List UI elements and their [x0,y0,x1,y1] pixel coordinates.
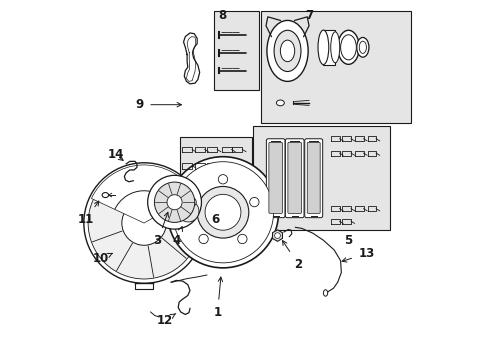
FancyBboxPatch shape [268,142,282,213]
FancyBboxPatch shape [304,139,322,218]
Bar [253,126,389,230]
Circle shape [249,197,259,207]
Circle shape [186,197,196,207]
Text: 7: 7 [305,9,313,22]
Text: 8: 8 [218,9,226,22]
Text: 13: 13 [342,247,374,262]
Ellipse shape [337,30,359,64]
Circle shape [237,234,246,244]
Circle shape [167,195,182,210]
Circle shape [177,201,199,222]
Circle shape [122,201,166,245]
FancyBboxPatch shape [306,142,320,213]
Ellipse shape [266,21,307,81]
Circle shape [154,182,194,222]
Circle shape [147,175,201,229]
Wedge shape [91,165,194,223]
Circle shape [274,233,280,238]
Bar [260,12,410,123]
Ellipse shape [274,30,301,72]
Circle shape [83,163,204,283]
FancyBboxPatch shape [266,139,285,218]
Bar [180,137,251,209]
Text: 9: 9 [135,98,181,111]
FancyBboxPatch shape [285,139,304,218]
Ellipse shape [330,32,339,63]
Circle shape [172,195,204,227]
Ellipse shape [323,290,327,296]
Text: 14: 14 [108,148,124,161]
Text: 12: 12 [157,314,175,327]
Text: 6: 6 [210,213,219,226]
Text: 5: 5 [343,234,351,247]
Circle shape [197,186,248,238]
Text: 11: 11 [78,201,99,226]
Text: 10: 10 [93,252,112,265]
Ellipse shape [102,193,108,198]
Bar [322,30,335,64]
Text: 4: 4 [172,227,182,247]
Circle shape [172,162,273,263]
Ellipse shape [359,41,366,53]
Circle shape [167,157,278,268]
Circle shape [88,167,200,279]
Ellipse shape [356,37,368,57]
Text: 1: 1 [213,277,222,319]
Text: 2: 2 [282,240,302,271]
FancyBboxPatch shape [287,142,301,213]
Ellipse shape [340,35,356,60]
Ellipse shape [276,100,284,106]
Circle shape [218,175,227,184]
Bar [214,12,258,90]
Circle shape [204,194,241,230]
Circle shape [199,234,208,244]
Ellipse shape [280,40,294,62]
Text: 3: 3 [153,212,168,247]
Ellipse shape [317,30,328,64]
